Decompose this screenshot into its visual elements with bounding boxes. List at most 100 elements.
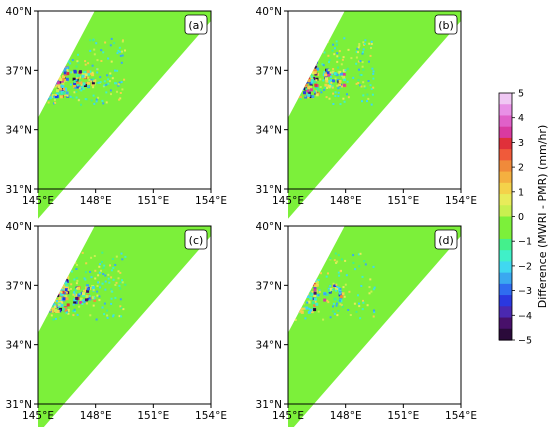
diff-pixel [313,71,317,75]
diff-pixel [337,95,340,98]
diff-pixel [86,70,90,74]
diff-pixel [339,103,342,106]
diff-pixel [70,283,73,286]
diff-pixel [367,80,370,82]
diff-pixel [330,79,332,81]
diff-pixel [62,308,66,311]
colorbar-tick-label: 0 [518,212,524,223]
diff-pixel [81,251,84,254]
colorbar-segment [499,205,512,218]
diff-pixel [83,301,86,304]
diff-pixel [337,287,341,291]
diff-pixel [335,73,339,77]
diff-pixel [340,72,343,76]
diff-pixel [118,46,121,49]
diff-pixel [110,93,112,96]
diff-pixel [335,261,338,264]
diff-pixel [75,282,78,285]
diff-pixel [334,252,337,255]
diff-pixel [335,304,338,307]
diff-pixel [327,79,331,83]
diff-pixel [305,306,309,310]
diff-pixel [120,81,123,84]
diff-pixel [316,87,320,91]
diff-pixel [87,72,90,76]
diff-pixel [327,301,330,304]
diff-pixel [61,290,65,294]
diff-pixel [329,257,332,260]
diff-pixel [338,274,341,277]
diff-pixel [325,79,329,83]
diff-pixel [338,80,342,83]
diff-pixel [114,284,117,286]
diff-pixel [97,274,100,277]
diff-pixel [373,309,375,312]
x-tick-label: 151°E [387,410,419,422]
diff-pixel [82,87,85,90]
diff-pixel [344,259,347,262]
diff-pixel [116,90,118,93]
diff-pixel [343,295,346,298]
diff-pixel [96,290,99,293]
panel-label: (c) [189,234,204,247]
diff-pixel [316,67,320,71]
diff-pixel [101,261,103,263]
swath-area [38,11,211,219]
diff-pixel [78,80,81,83]
diff-pixel [85,302,88,305]
diff-pixel [110,288,113,291]
diff-pixel [110,60,113,63]
diff-pixel [101,282,104,285]
y-tick-label: 40°N [256,6,282,18]
diff-pixel [358,302,360,305]
diff-pixel [310,291,314,294]
diff-pixel [313,288,317,292]
diff-pixel [362,51,364,54]
diff-pixel [124,255,127,258]
diff-pixel [73,278,76,281]
diff-pixel [304,317,307,320]
diff-pixel [107,277,110,280]
diff-pixel [88,79,91,81]
diff-pixel [93,53,96,56]
diff-pixel [335,283,338,286]
diff-pixel [363,85,366,88]
diff-pixel [95,42,98,45]
diff-pixel [323,86,327,89]
diff-pixel [47,101,50,104]
diff-pixel [76,279,79,282]
plot-frame [287,10,462,190]
diff-pixel [65,87,67,90]
diff-pixel [77,286,80,290]
diff-pixel [64,288,68,292]
diff-pixel [119,54,122,57]
diff-pixel [330,81,333,84]
diff-pixel [106,309,108,312]
diff-pixel [53,304,57,308]
diff-pixel [93,79,97,83]
diff-pixel [327,272,329,275]
diff-pixel [61,85,65,88]
diff-pixel [88,295,91,298]
diff-pixel [93,48,96,51]
diff-pixel [344,69,347,72]
diff-pixel [338,289,342,293]
diff-pixel [76,84,79,87]
diff-pixel [105,101,108,104]
diff-pixel [361,308,364,311]
panel-d: 145°E 148°E 151°E 154°E 40°N 37°N 34°N 31°N (d) [256,221,477,431]
diff-pixel [315,93,319,97]
diff-pixel [56,89,60,93]
diff-pixel [79,301,83,304]
diff-pixel [303,91,306,95]
diff-pixel [314,284,318,288]
diff-pixel [336,286,339,289]
diff-pixel [360,85,363,88]
diff-pixel [109,44,112,47]
diff-pixel [93,298,97,302]
diff-pixel [308,76,312,80]
x-tick-label: 151°E [137,195,169,207]
diff-pixel [359,73,362,76]
diff-pixel [110,276,113,279]
diff-pixel [83,71,87,75]
